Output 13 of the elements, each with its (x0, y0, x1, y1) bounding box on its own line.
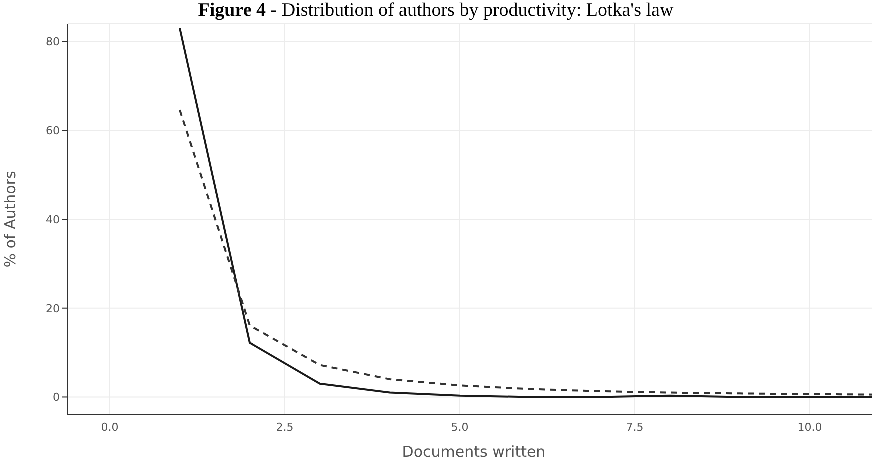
x-tick-label: 2.5 (276, 420, 294, 434)
x-tick-label: 0.0 (101, 420, 119, 434)
y-tick-label: 0 (53, 391, 60, 404)
x-tick-label: 7.5 (626, 420, 644, 434)
y-tick-label: 40 (46, 213, 60, 226)
x-tick-label: 10.0 (798, 420, 822, 434)
chart-title: Figure 4 - Distribution of authors by productivity: Lotka's law (197, 0, 675, 22)
x-tick-label: 5.0 (451, 420, 469, 434)
y-tick-label: 80 (46, 36, 60, 49)
y-axis-title: % of Authors (1, 171, 20, 268)
y-tick-label: 60 (46, 124, 60, 138)
y-tick-label: 20 (46, 302, 60, 316)
x-axis-title: Documents written (402, 443, 546, 461)
